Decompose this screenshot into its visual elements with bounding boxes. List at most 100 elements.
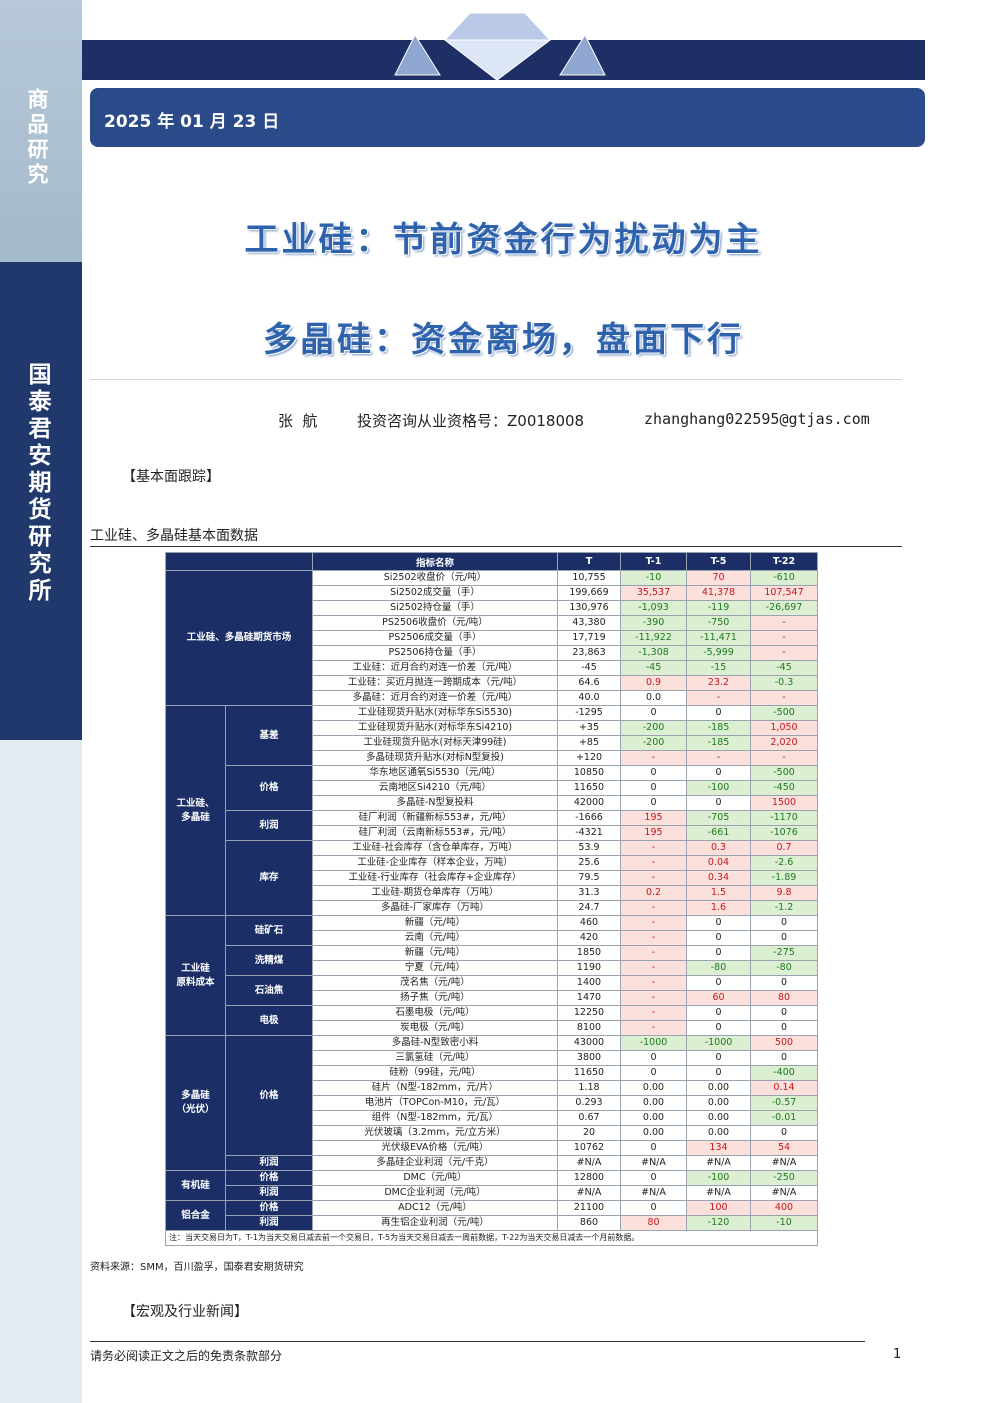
value-cell: 0.00 [620, 1080, 687, 1096]
caption-rule [90, 546, 902, 547]
value-cell: - [620, 750, 687, 766]
value-cell: 2,020 [750, 735, 818, 751]
table-row: 扬子焦（元/吨） 1470-60 80 [166, 990, 818, 1006]
table-row: PS2506成交量（手） 17,719 -11,922 -11,471- [166, 630, 818, 646]
value-cell: - [686, 690, 751, 706]
value-cell: #N/A [557, 1155, 621, 1171]
value-cell: #N/A [750, 1155, 818, 1171]
group-label: 有机硅 [165, 1170, 226, 1201]
indicator-name: 光伏玻璃（3.2mm，元/立方米） [312, 1125, 558, 1141]
table-row: 利润 多晶硅企业利润（元/千克） #N/A #N/A #N/A #N/A [166, 1155, 818, 1171]
value-cell: 0.00 [686, 1125, 751, 1141]
subgroup-label: 基差 [225, 705, 313, 766]
value-cell: 10850 [557, 765, 621, 781]
subgroup-label: 利润 [225, 1215, 313, 1231]
value-cell: 0.00 [686, 1095, 751, 1111]
table-row: 利润 DMC企业利润（元/吨） #N/A #N/A #N/A #N/A [166, 1185, 818, 1201]
title: 工业硅：节前资金行为扰动为主 [244, 220, 763, 260]
subgroup-label: 电极 [225, 1005, 313, 1036]
table-row: 石油焦 茂名焦（元/吨） 1400-0 0 [166, 975, 818, 1006]
indicator-name: 组件（N型-182mm，元/瓦） [312, 1110, 558, 1126]
indicator-name: 工业硅现货升贴水(对标华东Si5530) [312, 705, 558, 721]
value-cell: 12250 [557, 1005, 621, 1021]
page-number: 1 [893, 1347, 902, 1362]
indicator-name: 炭电极（元/吨） [312, 1020, 558, 1036]
indicator-name: 工业硅现货升贴水(对标华东Si4210) [312, 720, 558, 736]
indicator-name: 工业硅现货升贴水(对标天津99硅) [312, 735, 558, 751]
table-row: Si2502成交量（手） 199,669 35,537 41,378 107,547 [166, 585, 818, 601]
value-cell: 0 [620, 765, 687, 781]
value-cell: -1.2 [750, 900, 818, 916]
value-cell: 1190 [557, 960, 621, 976]
value-cell: 43,380 [557, 615, 621, 631]
value-cell: -500 [750, 705, 818, 721]
value-cell: 12800 [557, 1170, 621, 1186]
news-heading: 【宏观及行业新闻】 [122, 1304, 248, 1320]
table-row: 光伏级EVA价格（元/吨） 10762 0 134 54 [166, 1140, 818, 1156]
indicator-name: 多晶硅-N型致密小料 [312, 1035, 558, 1051]
indicator-name: PS2506成交量（手） [312, 630, 558, 646]
value-cell: 100 [686, 1200, 751, 1216]
value-cell: 8100 [557, 1020, 621, 1036]
value-cell: - [686, 750, 751, 766]
value-cell: 0 [750, 975, 818, 991]
table-row: 利润 硅厂利润（新疆新标553#，元/吨） -1666 195 -705 -1170 [166, 810, 818, 841]
indicator-name: PS2506持仓量（手） [312, 645, 558, 661]
value-cell: -1000 [620, 1035, 687, 1051]
table-row: 组件（N型-182mm，元/瓦） 0.67 0.00 0.00 -0.01 [166, 1110, 818, 1126]
rule [90, 379, 902, 380]
value-cell: -0.3 [750, 675, 818, 691]
sidebar-label: 商品研究 [25, 88, 50, 188]
value-cell: 0 [686, 1005, 751, 1021]
value-cell: 1.5 [686, 885, 751, 901]
value-cell: 460 [557, 915, 621, 931]
table-row: PS2506持仓量（手） 23,863 -1,308 -5,999- [166, 645, 818, 661]
value-cell: 11650 [557, 1065, 621, 1081]
value-cell: 17,719 [557, 630, 621, 646]
table-row: 工业硅、多晶硅期货市场 Si2502收盘价（元/吨） 10,755 -10 70 -610 [165, 570, 818, 706]
indicator-name: 云南地区Si4210（元/吨） [312, 780, 558, 796]
value-cell: -275 [750, 945, 818, 961]
value-cell: 25.6 [557, 855, 621, 871]
value-cell: 199,669 [557, 585, 621, 601]
subgroup-label: 洗精煤 [225, 945, 313, 976]
indicator-name: 工业硅-社会库存（含仓单库存，万吨） [312, 840, 558, 856]
value-cell: 80 [620, 1215, 687, 1231]
indicator-name: 硅厂利润（云南新标553#，元/吨） [312, 825, 558, 841]
value-cell: 0 [620, 1050, 687, 1066]
indicator-name: 宁夏（元/吨） [312, 960, 558, 976]
value-cell: -2.6 [750, 855, 818, 871]
value-cell: - [620, 1005, 687, 1021]
value-cell: -610 [750, 570, 818, 586]
table-row: 多晶硅-N型复投料 42000 0 0 1500 [166, 795, 818, 811]
qualification: 投资咨询从业资格号：Z0018008 [357, 412, 585, 430]
value-cell: 43000 [557, 1035, 621, 1051]
table-row: 库存 工业硅-社会库存（含仓单库存，万吨） 53.9-0.3 0.7 [166, 840, 818, 916]
subgroup-label: 硅矿石 [225, 915, 313, 946]
indicator-name: 工业硅-期货仓单库存（万吨） [312, 885, 558, 901]
source: 资料来源：SMM，百川盈孚，国泰君安期货研究 [90, 1262, 304, 1273]
value-cell: 42000 [557, 795, 621, 811]
value-cell: -1.89 [750, 870, 818, 886]
value-cell: -1170 [750, 810, 818, 826]
subgroup-label: 库存 [225, 840, 313, 916]
value-cell: #N/A [750, 1185, 818, 1201]
value-cell: 400 [750, 1200, 818, 1216]
value-cell: - [750, 615, 818, 631]
indicator-name: 工业硅-企业库存（样本企业，万吨） [312, 855, 558, 871]
value-cell: 0 [620, 705, 687, 721]
value-cell: 1850 [557, 945, 621, 961]
subgroup-label: 价格 [225, 1170, 313, 1186]
value-cell: 1.18 [557, 1080, 621, 1096]
indicator-name: 新疆（元/吨） [312, 915, 558, 931]
table-row: 多晶硅：近月合约对连一价差（元/吨） 40.0 0.0- - [166, 690, 818, 706]
value-cell: 1400 [557, 975, 621, 991]
value-cell: - [620, 975, 687, 991]
value-cell: -120 [686, 1215, 751, 1231]
value-cell: 54 [750, 1140, 818, 1156]
subgroup-label: 价格 [225, 1200, 313, 1216]
value-cell: 107,547 [750, 585, 818, 601]
value-cell: 0 [620, 1065, 687, 1081]
indicator-name: 工业硅：买近月抛连一跨期成本（元/吨） [312, 675, 558, 691]
table-row: 有机硅 价格 DMC（元/吨） 12800 0 -100 -250 [165, 1170, 818, 1201]
